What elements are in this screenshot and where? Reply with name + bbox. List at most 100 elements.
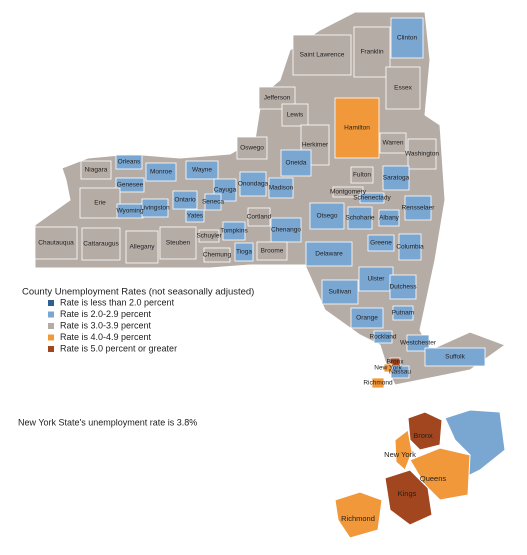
county [424, 347, 486, 367]
county [256, 241, 288, 261]
county [115, 154, 143, 170]
county [385, 66, 421, 110]
county [247, 207, 271, 227]
county-label: Schenectady [353, 195, 391, 202]
county [371, 377, 385, 389]
county [34, 226, 78, 260]
county-label: Tompkins [220, 228, 248, 235]
county-label: Dutchess [389, 284, 417, 291]
inset-nassau [444, 409, 506, 482]
county-label: Clinton [397, 35, 418, 42]
county [258, 86, 296, 110]
county-label: Ulster [368, 276, 386, 283]
county-label: Putnam [392, 310, 414, 317]
county-label: Bronx [387, 359, 405, 366]
county-label: Essex [394, 85, 412, 92]
county-label: Allegany [130, 244, 156, 251]
county [141, 198, 169, 218]
county-label: Oswego [240, 145, 264, 152]
county-label: Broome [261, 248, 284, 255]
county-label: Yates [187, 213, 204, 220]
borough [334, 491, 383, 539]
county-label: Saint Lawrence [300, 52, 345, 59]
county [389, 357, 401, 367]
county [185, 209, 205, 223]
county-label: Oneida [286, 160, 307, 167]
county-label: Otsego [317, 213, 338, 220]
county-label: Westchester [400, 340, 437, 347]
county [203, 247, 231, 263]
county-label: Washington [405, 151, 439, 158]
county-label: Orleans [118, 159, 142, 166]
county [373, 330, 393, 344]
county-label: Monroe [150, 169, 172, 176]
county [125, 230, 159, 264]
county [236, 136, 268, 160]
legend-swatch [48, 323, 54, 329]
legend-label: Rate is less than 2.0 percent [60, 297, 175, 307]
county-label: Sullivan [329, 289, 352, 296]
county-label: Warren [382, 140, 403, 147]
county [239, 171, 267, 197]
legend-label: Rate is 4.0-4.9 percent [60, 332, 152, 342]
county-label: Schuyler [196, 233, 222, 240]
county [382, 165, 410, 191]
county-label: Saratoga [383, 175, 410, 182]
county-label: Wayne [192, 167, 212, 174]
county-label: Hamilton [344, 125, 370, 132]
borough [394, 429, 413, 471]
county-label: Albany [379, 215, 400, 222]
county [309, 202, 345, 230]
county [321, 279, 359, 305]
county [172, 190, 198, 210]
county [115, 177, 145, 193]
county-label: Cortland [247, 214, 272, 221]
county [389, 274, 417, 300]
county [390, 17, 424, 59]
county [281, 103, 309, 127]
county-label: Franklin [360, 49, 384, 56]
county-label: Montgomery [330, 189, 367, 196]
county [334, 97, 380, 159]
county-label: Madison [269, 185, 294, 192]
county-label: Onondaga [238, 181, 269, 188]
county [204, 193, 222, 211]
county-label: Orange [356, 315, 378, 322]
county-label: Livingston [140, 205, 170, 212]
county [347, 206, 373, 230]
county-label: Columbia [396, 244, 424, 251]
county [406, 334, 430, 352]
borough-label: Richmond [341, 514, 375, 523]
legend-label: Rate is 3.0-3.9 percent [60, 320, 152, 330]
county [332, 186, 364, 198]
county [353, 26, 391, 78]
county-label: Jefferson [264, 95, 291, 102]
county-label: Wyoming [116, 208, 143, 215]
county-label: Suffolk [445, 354, 466, 361]
county [185, 160, 219, 180]
county [159, 226, 197, 260]
county [268, 177, 294, 199]
county [222, 221, 246, 241]
legend-title: County Unemployment Rates (not seasonall… [22, 287, 254, 298]
note: New York State's unemployment rate is 3.… [18, 417, 197, 427]
county-label: Delaware [315, 251, 343, 258]
county [79, 187, 121, 219]
legend-swatch [48, 346, 54, 352]
county [270, 217, 302, 243]
county-label: New York [374, 365, 402, 372]
borough-label: Kings [398, 489, 417, 498]
county [292, 34, 352, 76]
county-label: Greene [370, 240, 392, 247]
county-label: Steuben [166, 240, 191, 247]
county-label: Niagara [85, 167, 108, 174]
county [392, 305, 414, 321]
county [305, 241, 353, 267]
county-label: Nassau [389, 369, 411, 376]
county-label: Fulton [353, 172, 371, 179]
legend-swatch [48, 334, 54, 341]
county [350, 166, 374, 184]
county-label: Richmond [363, 380, 393, 387]
county-label: Herkimer [302, 142, 329, 149]
county [81, 227, 121, 261]
